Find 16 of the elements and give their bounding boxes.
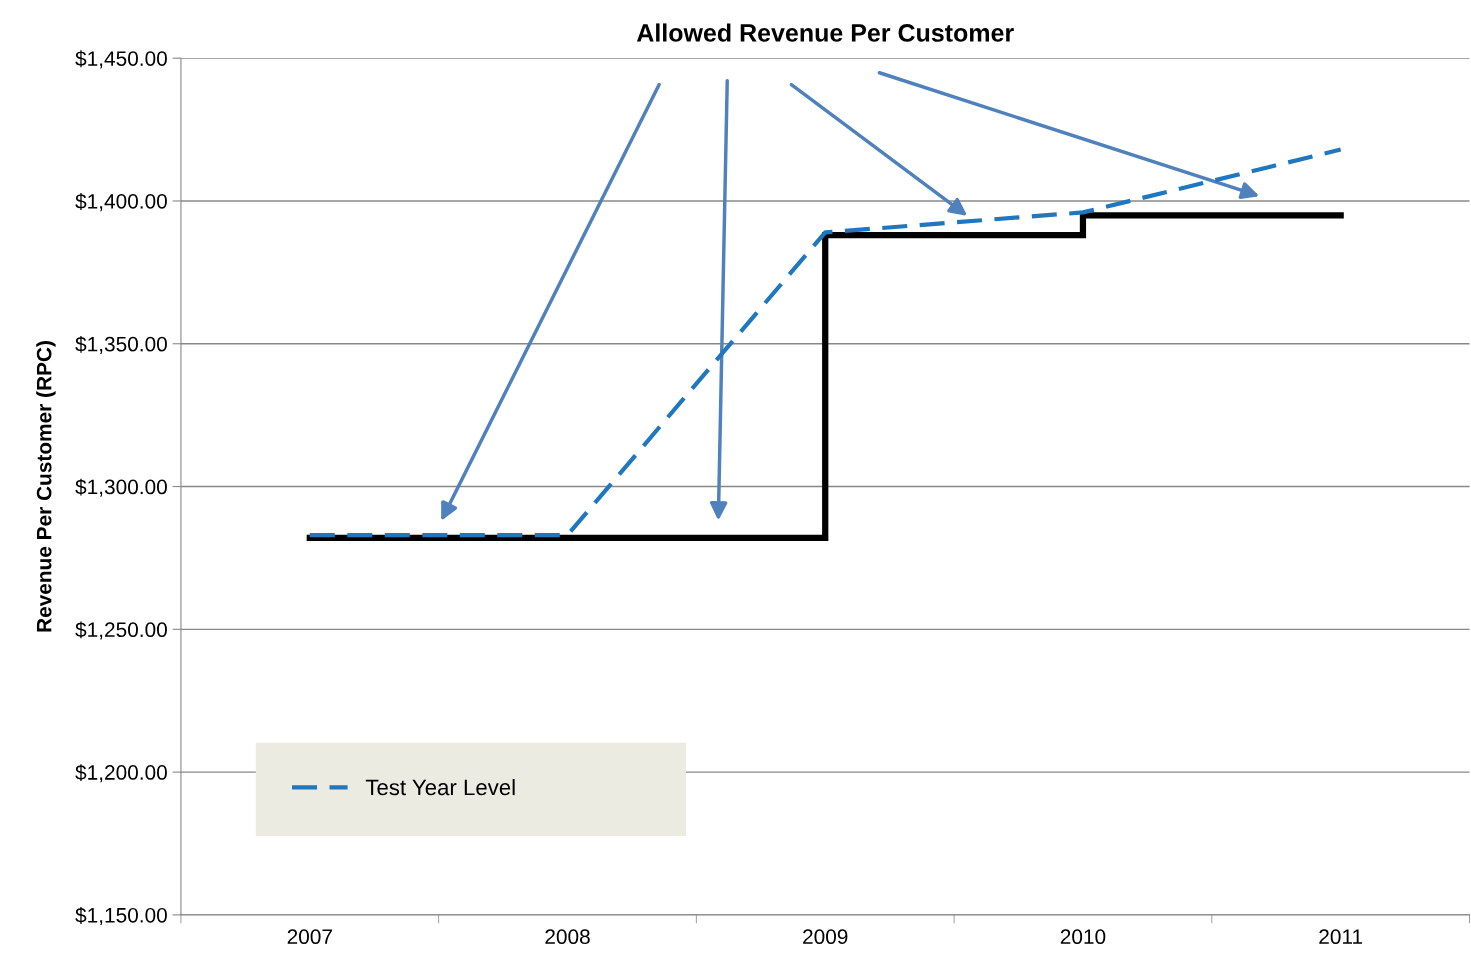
line-series (307, 147, 1343, 538)
y-tick-label: $1,450.00 (75, 50, 167, 69)
y-tick-label: $1,250.00 (75, 621, 167, 640)
y-tick-label: $1,150.00 (75, 907, 167, 926)
y-axis-title: Revenue Per Customer (RPC) (36, 341, 56, 632)
y-tick-label: $1,400.00 (75, 193, 167, 212)
y-tick-label: $1,300.00 (75, 478, 167, 497)
x-tick-label: 2010 (1060, 929, 1106, 945)
y-tick-label: $1,200.00 (75, 764, 167, 783)
x-tick-label: 2011 (1319, 929, 1363, 945)
chart-title: Allowed Revenue Per Customer (636, 23, 1014, 42)
x-tick-label: 2009 (803, 929, 848, 945)
legend-label: Test Year Level (365, 778, 515, 796)
x-tick-label: 2007 (287, 929, 332, 945)
x-tick-label: 2008 (545, 929, 590, 945)
y-tick-label: $1,350.00 (75, 335, 167, 354)
